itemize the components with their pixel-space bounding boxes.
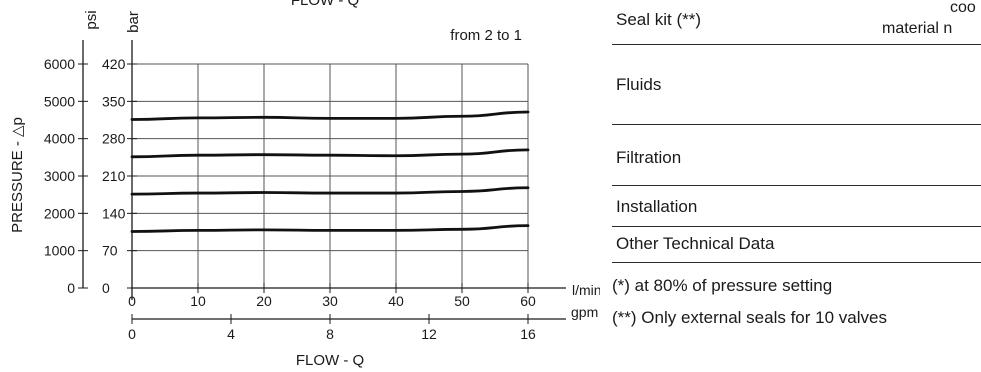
gpm-tick-label: 8 bbox=[326, 326, 334, 342]
row-other-technical-data: Other Technical Data bbox=[600, 228, 981, 264]
lmin-tick-label: 30 bbox=[322, 293, 338, 309]
psi-tick-label: 2000 bbox=[44, 205, 75, 221]
psi-tick-label: 5000 bbox=[44, 93, 75, 109]
annotation-from-2-to-1: from 2 to 1 bbox=[450, 27, 522, 44]
row-fluids: Fluids bbox=[600, 48, 981, 128]
psi-unit-label: psi bbox=[83, 10, 100, 29]
gpm-tick-label: 16 bbox=[520, 326, 536, 342]
row-label-other-technical-data: Other Technical Data bbox=[616, 234, 775, 253]
y-axis-title: PRESSURE - △p bbox=[9, 117, 26, 233]
psi-tick-label: 0 bbox=[67, 280, 75, 296]
bar-tick-label: 70 bbox=[102, 243, 118, 259]
footnote-pressure-setting: (*) at 80% of pressure setting bbox=[612, 276, 833, 295]
row-label-seal-kit: Seal kit (**) bbox=[616, 10, 702, 29]
divider bbox=[612, 124, 981, 125]
psi-tick-label: 1000 bbox=[44, 243, 75, 259]
lmin-tick-label: 60 bbox=[520, 293, 536, 309]
lmin-tick-label: 10 bbox=[190, 293, 206, 309]
row-installation: Installation bbox=[600, 188, 981, 228]
row-seal-kit: Seal kit (**) coo material n bbox=[600, 0, 981, 48]
seal-kit-value-line2: material n bbox=[882, 20, 953, 37]
technical-data-table: Seal kit (**) coo material n Fluids Filt… bbox=[600, 0, 981, 372]
divider bbox=[612, 226, 981, 227]
divider bbox=[612, 44, 981, 45]
bar-tick-label: 420 bbox=[102, 56, 126, 72]
gpm-tick-label: 4 bbox=[227, 326, 235, 342]
psi-tick-label: 4000 bbox=[44, 131, 75, 147]
psi-tick-label: 6000 bbox=[44, 56, 75, 72]
bar-tick-label: 280 bbox=[102, 131, 126, 147]
pressure-curve-4 bbox=[130, 224, 530, 233]
gpm-unit-label: gpm bbox=[571, 304, 598, 320]
gpm-tick-label: 0 bbox=[128, 326, 136, 342]
psi-tick-label: 3000 bbox=[44, 168, 75, 184]
row-label-installation: Installation bbox=[616, 197, 698, 216]
pressure-curve-2 bbox=[130, 148, 530, 159]
pressure-curve-3 bbox=[130, 186, 530, 196]
pressure-curve-1 bbox=[130, 110, 530, 121]
lmin-tick-label: 50 bbox=[454, 293, 470, 309]
seal-kit-value-line1: coo bbox=[950, 0, 976, 16]
bar-tick-label: 350 bbox=[102, 93, 126, 109]
lmin-tick-label: 20 bbox=[256, 293, 272, 309]
bar-tick-label: 140 bbox=[102, 205, 126, 221]
pressure-flow-chart: FLOW - Q psi bar PRESSURE - △p from 2 to… bbox=[9, 0, 600, 369]
row-label-filtration: Filtration bbox=[616, 148, 682, 167]
bar-tick-label: 210 bbox=[102, 168, 126, 184]
bar-tick-label: 0 bbox=[102, 280, 110, 296]
footnote-external-seals: (**) Only external seals for 10 valves bbox=[612, 308, 887, 327]
lmin-tick-label: 0 bbox=[128, 293, 136, 309]
row-label-fluids: Fluids bbox=[616, 75, 662, 94]
lmin-unit-label: l/min bbox=[572, 282, 600, 298]
lmin-tick-label: 40 bbox=[388, 293, 404, 309]
gpm-tick-label: 12 bbox=[421, 326, 437, 342]
bar-unit-label: bar bbox=[125, 11, 142, 33]
divider bbox=[612, 185, 981, 186]
divider bbox=[612, 262, 981, 263]
chart-top-title: FLOW - Q bbox=[291, 0, 359, 9]
row-filtration: Filtration bbox=[600, 128, 981, 188]
x-axis-title: FLOW - Q bbox=[296, 352, 364, 369]
